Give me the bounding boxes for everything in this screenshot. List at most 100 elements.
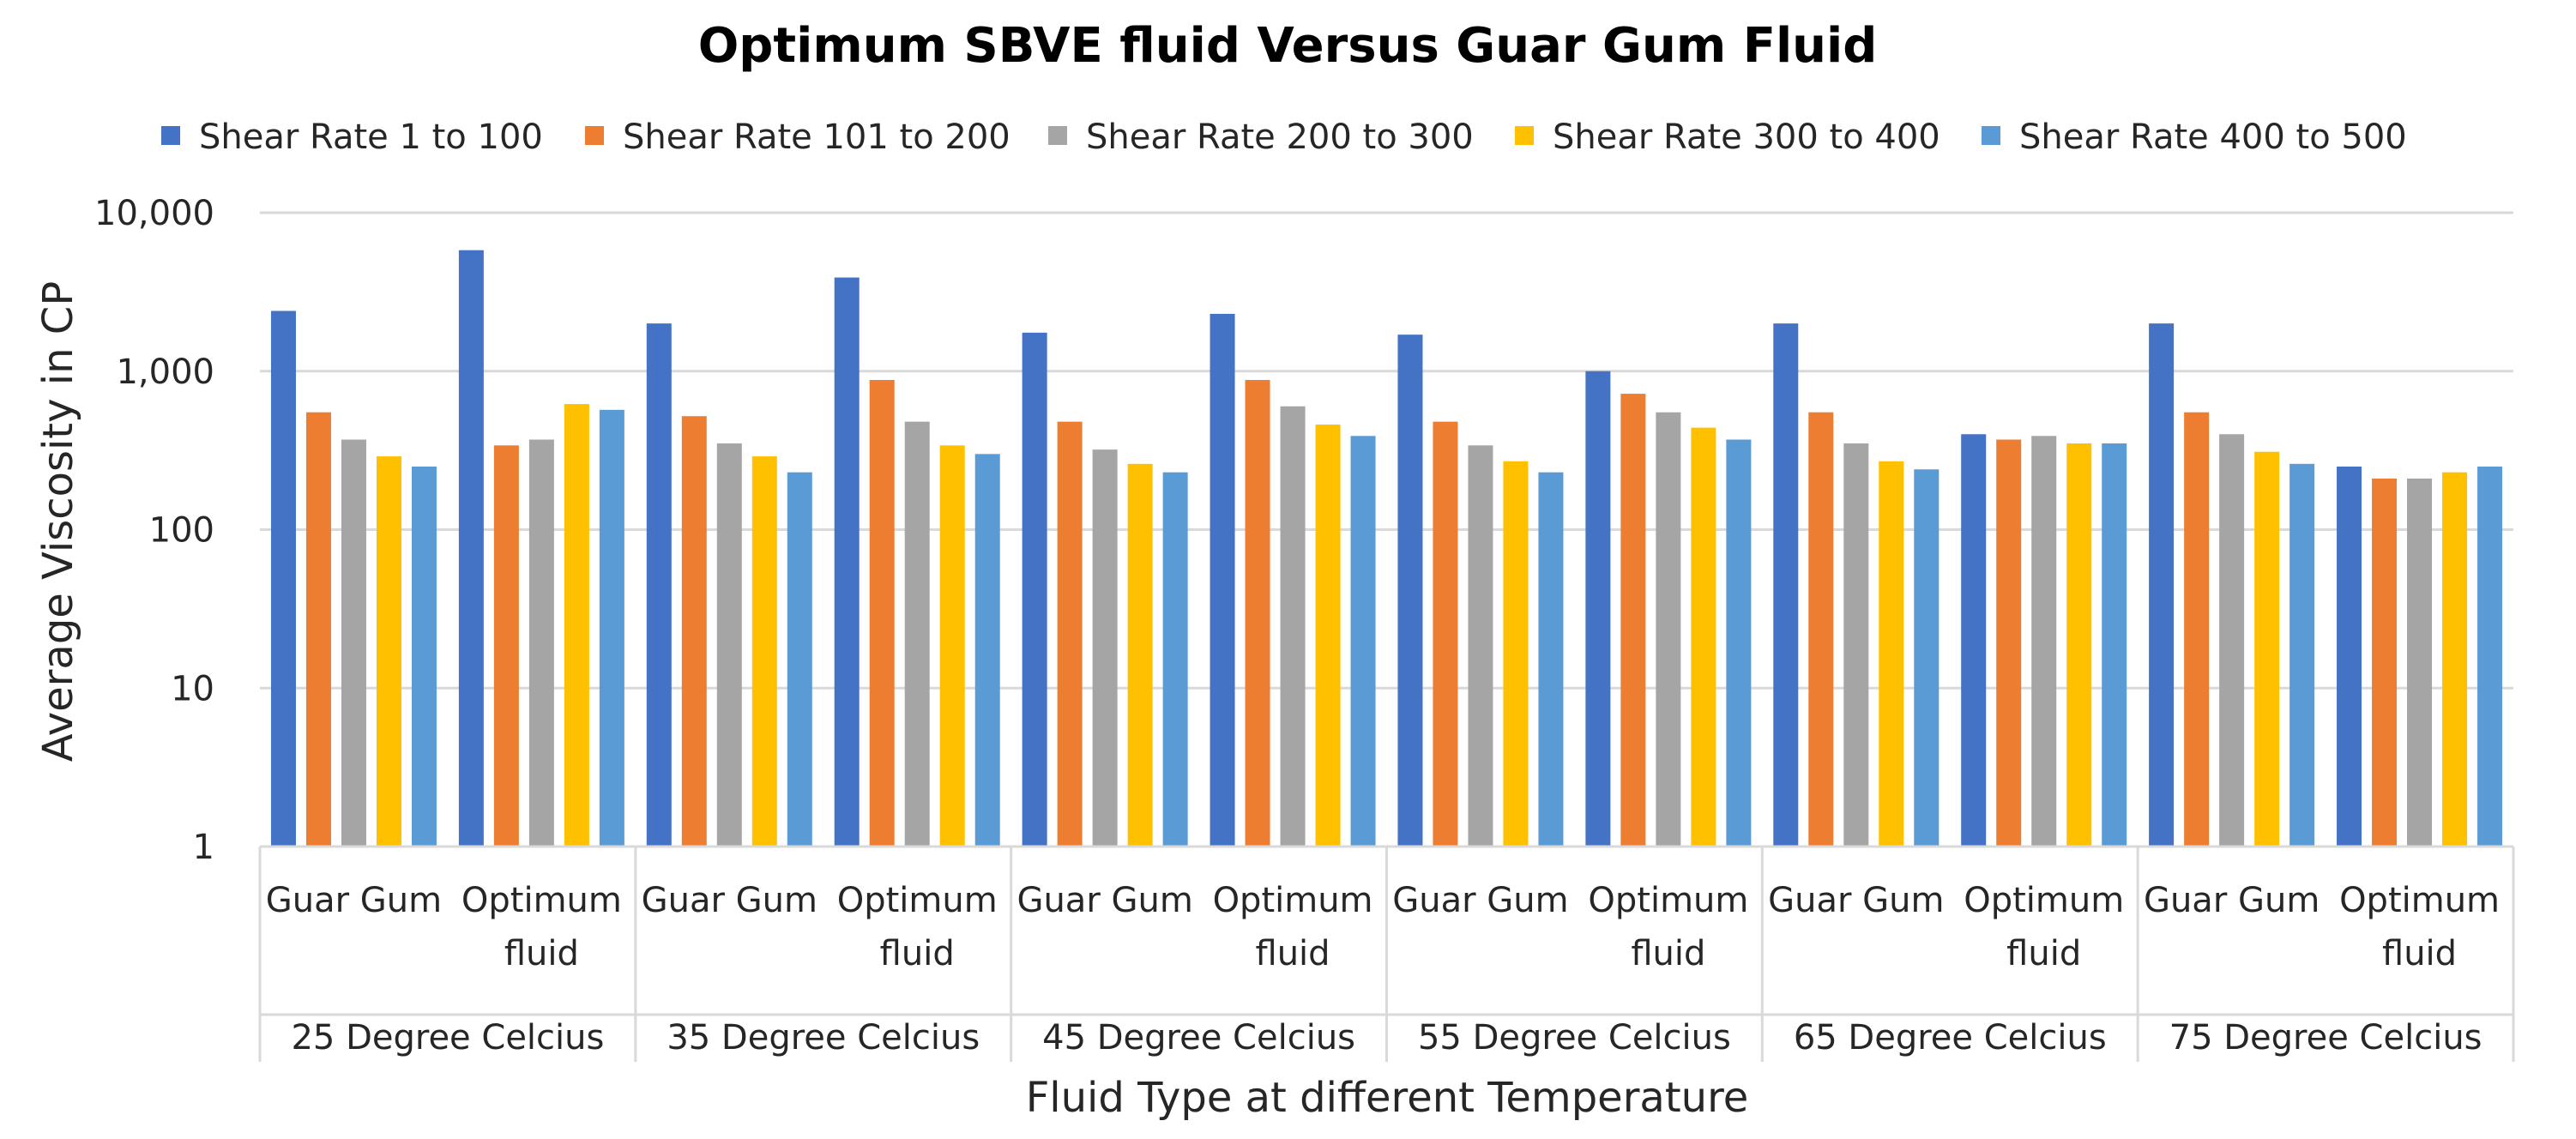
x-category-label: Optimum fluid [1588,881,1748,973]
x-category-label: Optimum fluid [837,881,998,973]
x-category-label: Guar Gum [1392,881,1568,920]
bar [646,323,672,847]
bar [2254,451,2280,847]
bar [1961,434,1987,847]
bar [305,412,331,847]
bar [716,443,742,847]
x-category-label: Optimum fluid [462,881,622,973]
bar [564,404,589,847]
legend-swatch [585,126,604,145]
bar [1538,472,1564,847]
bar [2407,478,2433,847]
bar [2102,443,2127,847]
bar [1503,461,1529,847]
bar [1468,445,1493,847]
x-group-label: 65 Degree Celcius [1794,1018,2107,1058]
bar [341,439,366,847]
bar [2149,323,2175,847]
y-axis-ticks: 1 10 100 1,000 10,000 [94,194,214,867]
bar [1996,439,2022,847]
y-tick-label: 10 [171,669,214,708]
bar [1914,469,1940,847]
bar [939,445,965,847]
bar [1879,461,1904,847]
x-category-label: Optimum fluid [1964,881,2124,973]
x-group-label: 45 Degree Celcius [1042,1018,1355,1058]
bar [1691,427,1716,847]
bar [2031,436,2057,847]
bar [2184,412,2210,847]
x-category-label: Guar Gum [642,881,817,920]
bar [1433,421,1458,847]
chart-title: Optimum SBVE fluid Versus Guar Gum Fluid [698,18,1878,74]
bar [1022,332,1047,847]
bar [2066,443,2092,847]
legend-label: Shear Rate 101 to 200 [623,118,1010,157]
x-category-label: Guar Gum [1768,881,1944,920]
bar [974,454,1000,847]
legend-label: Shear Rate 1 to 100 [199,118,543,157]
bar [1315,425,1341,847]
legend-swatch [1515,126,1534,145]
legend-label: Shear Rate 200 to 300 [1086,118,1474,157]
bar [1245,380,1270,847]
bar [1585,371,1611,847]
x-category-label: Optimum fluid [1213,881,1373,973]
bar [1620,394,1646,847]
x-group-label: 25 Degree Celcius [291,1018,604,1058]
bar [528,439,554,847]
bar [2289,463,2315,847]
x-category-label: Guar Gum [266,881,442,920]
bar [493,445,519,847]
y-tick-label: 1 [193,828,214,867]
x-group-label: 55 Degree Celcius [1418,1018,1731,1058]
bar [751,456,777,847]
bar [1773,323,1799,847]
bar [411,466,437,847]
bar [1656,412,1681,847]
bar [904,421,930,847]
bar [1397,334,1423,847]
bar [458,250,484,847]
bar [1210,313,1235,847]
bar [270,310,296,847]
x-axis: Guar Gum Optimum fluid 25 Degree Celcius Gua… [258,845,2515,1062]
x-group-label: 35 Degree Celcius [667,1018,980,1058]
bar [1280,406,1306,847]
bar [2219,434,2245,847]
bar [2337,466,2362,847]
bar [1162,472,1188,847]
bar [1843,443,1869,847]
legend-swatch [1982,126,2000,145]
x-category-label: Guar Gum [2144,881,2320,920]
x-category-label: Optimum fluid [2339,881,2500,973]
y-tick-label: 100 [149,511,214,551]
bar [1127,463,1153,847]
y-tick-label: 1,000 [116,353,214,392]
bar [2372,478,2398,847]
gridlines [260,211,2513,690]
x-category-label: Guar Gum [1017,881,1192,920]
bar [1092,449,1118,847]
legend: Shear Rate 1 to 100 Shear Rate 101 to 200… [161,118,2407,157]
y-tick-label: 10,000 [94,194,214,233]
bar [869,380,895,847]
legend-swatch [1048,126,1067,145]
legend-label: Shear Rate 400 to 500 [2019,118,2407,157]
legend-swatch [161,126,180,145]
y-axis-title: Average Viscosity in CP [34,281,82,762]
bar [834,277,860,847]
legend-label: Shear Rate 300 to 400 [1553,118,1940,157]
x-axis-title: Fluid Type at different Temperature [1026,1074,1749,1122]
bar [2442,472,2468,847]
bar [1726,439,1752,847]
bar [599,409,624,847]
bar [1057,421,1083,847]
bar [1808,412,1834,847]
bar [1350,436,1376,847]
bar [787,472,812,847]
bar [681,416,707,847]
bar [2477,466,2503,847]
